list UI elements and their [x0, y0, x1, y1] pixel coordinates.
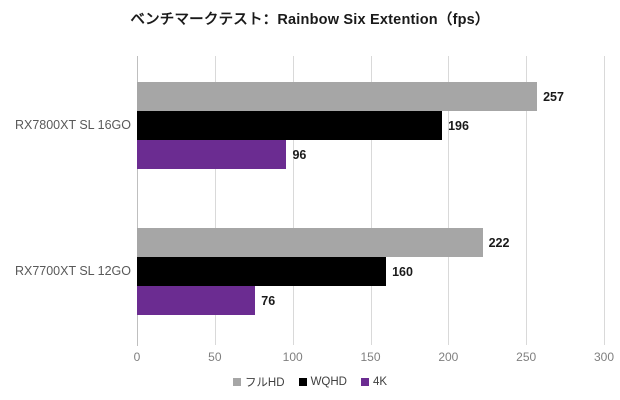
x-tick-label-250: 250	[516, 350, 537, 364]
bar-value-label: 76	[261, 293, 276, 308]
plot-area: 257 196 96 222 160 76	[137, 56, 605, 345]
x-tick-label-100: 100	[282, 350, 303, 364]
legend-label: 4K	[372, 376, 388, 388]
gridline-100	[292, 56, 294, 345]
bar-value-label: 257	[543, 89, 564, 104]
gridline-200	[448, 56, 450, 345]
bar-4K-RX7700XT SL 12GO	[137, 286, 256, 315]
legend-item-4K[interactable]: 4K	[360, 376, 388, 388]
gridline-50	[214, 56, 216, 345]
legend-label: フルHD	[244, 377, 285, 389]
bar-フルHD-RX7700XT SL 12GO	[137, 228, 483, 257]
gridline-300	[604, 56, 605, 345]
gridline-250	[526, 56, 528, 345]
bar-4K-RX7800XT SL 16GO	[137, 140, 287, 169]
bar-WQHD-RX7800XT SL 16GO	[137, 111, 443, 140]
chart-legend: フルHD WQHD 4K	[0, 374, 620, 390]
category-label-0: RX7800XT SL 16GO	[14, 117, 131, 132]
gridline-0	[137, 56, 138, 345]
x-tick-label-300: 300	[593, 350, 615, 364]
x-tick-label-150: 150	[360, 350, 381, 364]
legend-item-フルHD[interactable]: フルHD	[232, 374, 285, 390]
bar-value-label: 222	[488, 235, 510, 250]
bar-WQHD-RX7700XT SL 12GO	[137, 257, 387, 286]
legend-label: WQHD	[310, 376, 347, 388]
x-tick-label-0: 0	[133, 350, 141, 364]
bar-value-label: 160	[392, 264, 413, 279]
legend-item-WQHD[interactable]: WQHD	[298, 376, 347, 388]
legend-swatch-icon	[298, 378, 307, 386]
legend-swatch-icon	[232, 378, 241, 386]
gridline-150	[370, 56, 372, 345]
x-tick-label-200: 200	[438, 350, 459, 364]
category-label-1: RX7700XT SL 12GO	[14, 263, 131, 278]
bar-フルHD-RX7800XT SL 16GO	[137, 82, 538, 111]
legend-swatch-icon	[360, 378, 369, 386]
x-tick-label-50: 50	[208, 350, 222, 364]
bar-value-label: 96	[292, 147, 307, 162]
bar-value-label: 196	[448, 118, 469, 133]
chart-title: ベンチマークテスト：Rainbow Six Extention（fps）	[130, 12, 490, 28]
